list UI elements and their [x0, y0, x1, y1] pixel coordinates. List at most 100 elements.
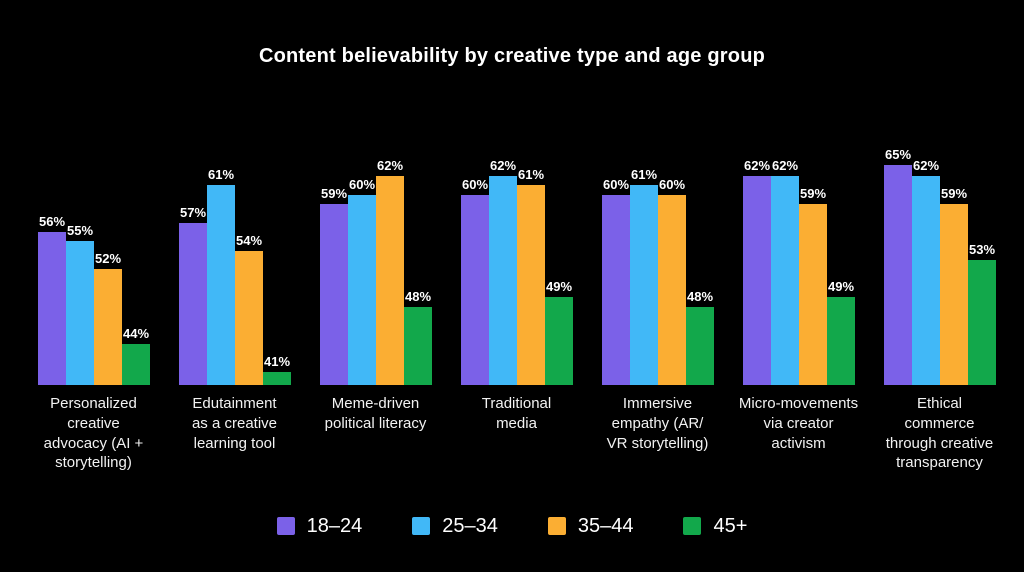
legend-label: 45+ [713, 515, 748, 537]
bar [38, 231, 66, 385]
bar-value-label: 57% [179, 204, 207, 220]
bar-column: 59% [799, 148, 827, 385]
bar-value-label: 59% [799, 185, 827, 201]
bar [658, 194, 686, 385]
category-label: Traditional media [481, 395, 552, 432]
bar-column: 48% [404, 148, 432, 385]
bar-column: 60% [602, 148, 630, 385]
bar [827, 297, 855, 385]
bar-group: 65% 62% 59% 53% [884, 148, 996, 385]
bar [799, 203, 827, 385]
bar-value-label: 60% [658, 176, 686, 192]
bar [320, 203, 348, 385]
category-label: Meme-driven political literacy [324, 395, 427, 432]
category-label: Immersive empathy (AR/ VR storytelling) [606, 395, 709, 452]
bar-column: 59% [320, 148, 348, 385]
bar-column: 61% [630, 148, 658, 385]
bar-column: 54% [235, 148, 263, 385]
category-label: Personalized creative advocacy (AI + sto… [43, 395, 144, 472]
bar [348, 194, 376, 385]
bar-column: 49% [545, 148, 573, 385]
bar [404, 306, 432, 385]
bar-value-label: 49% [827, 279, 855, 295]
bar-value-label: 65% [884, 147, 912, 162]
bar-column: 59% [940, 148, 968, 385]
bar [686, 306, 714, 385]
category-label: Edutainment as a creative learning tool [191, 395, 278, 452]
bar-column: 48% [686, 148, 714, 385]
bar [884, 165, 912, 385]
bar-value-label: 62% [489, 158, 517, 173]
bar-value-label: 48% [404, 288, 432, 304]
bar-column: 56% [38, 148, 66, 385]
bar-value-label: 60% [348, 176, 376, 192]
bar-value-label: 61% [517, 167, 545, 183]
bar-column: 60% [348, 148, 376, 385]
bar-column: 61% [207, 148, 235, 385]
bar-column: 57% [179, 148, 207, 385]
bar-value-label: 59% [320, 185, 348, 201]
category-labels-row: Personalized creative advocacy (AI + sto… [23, 394, 1010, 473]
bar [912, 176, 940, 385]
bar-value-label: 56% [38, 213, 66, 229]
bar [545, 297, 573, 385]
bar-value-label: 44% [122, 325, 150, 341]
bar-value-label: 62% [376, 158, 404, 173]
bar [743, 176, 771, 385]
bar-value-label: 41% [263, 353, 291, 369]
bar-column: 61% [517, 148, 545, 385]
bar-column: 60% [461, 148, 489, 385]
bar-column: 62% [489, 148, 517, 385]
legend-item: 35–44 [547, 515, 634, 537]
bar-column: 62% [912, 148, 940, 385]
bar-column: 44% [122, 148, 150, 385]
chart-title: Content believability by creative type a… [258, 45, 766, 67]
bar [207, 185, 235, 385]
bar-column: 52% [94, 148, 122, 385]
bar [66, 241, 94, 385]
bar [94, 269, 122, 385]
bar-column: 53% [968, 148, 996, 385]
bar [602, 194, 630, 385]
legend-item: 45+ [683, 516, 747, 536]
bar-group: 60% 61% 60% 48% [602, 148, 714, 385]
legend-item: 18–24 [276, 515, 363, 537]
bar-group: 57% 61% 54% 41% [179, 148, 291, 385]
bar-value-label: 54% [235, 232, 263, 248]
bar [771, 176, 799, 385]
legend-label: 18–24 [306, 515, 363, 537]
category-label: Micro-movements via creator activism [738, 395, 859, 452]
bar-value-label: 55% [66, 223, 94, 239]
bar-group: 56% 55% 52% 44% [38, 148, 150, 385]
bar-group: 59% 60% 62% 48% [320, 148, 432, 385]
bar [517, 185, 545, 385]
bar-value-label: 53% [968, 241, 996, 257]
bar [461, 194, 489, 385]
bar-column: 41% [263, 148, 291, 385]
legend-label: 35–44 [577, 515, 634, 537]
legend-swatch [683, 517, 702, 535]
bar-group: 62% 62% 59% 49% [743, 148, 855, 385]
bar-value-label: 59% [940, 185, 968, 201]
category-label: Ethical commerce through creative transp… [885, 395, 994, 472]
bar-value-label: 62% [771, 158, 799, 173]
bar-value-label: 62% [743, 158, 771, 173]
bar-value-label: 48% [686, 288, 714, 304]
bar [940, 203, 968, 385]
bar-value-label: 60% [461, 176, 489, 192]
bar [376, 176, 404, 385]
bar [489, 176, 517, 385]
bar-group: 60% 62% 61% 49% [461, 148, 573, 385]
bar-column: 60% [658, 148, 686, 385]
bar-value-label: 62% [912, 158, 940, 173]
bar [122, 343, 150, 385]
bar-value-label: 49% [545, 279, 573, 295]
bar-column: 65% [884, 148, 912, 385]
plot-area: 56% 55% 52% 44% 57% 61% 54% 41% 59% 60% 62% 48% 60% 6… [38, 148, 996, 385]
bar [968, 259, 996, 385]
bar-value-label: 61% [630, 167, 658, 183]
bar-column: 62% [376, 148, 404, 385]
legend-item: 25–34 [412, 516, 498, 536]
legend-label: 25–34 [442, 515, 498, 537]
